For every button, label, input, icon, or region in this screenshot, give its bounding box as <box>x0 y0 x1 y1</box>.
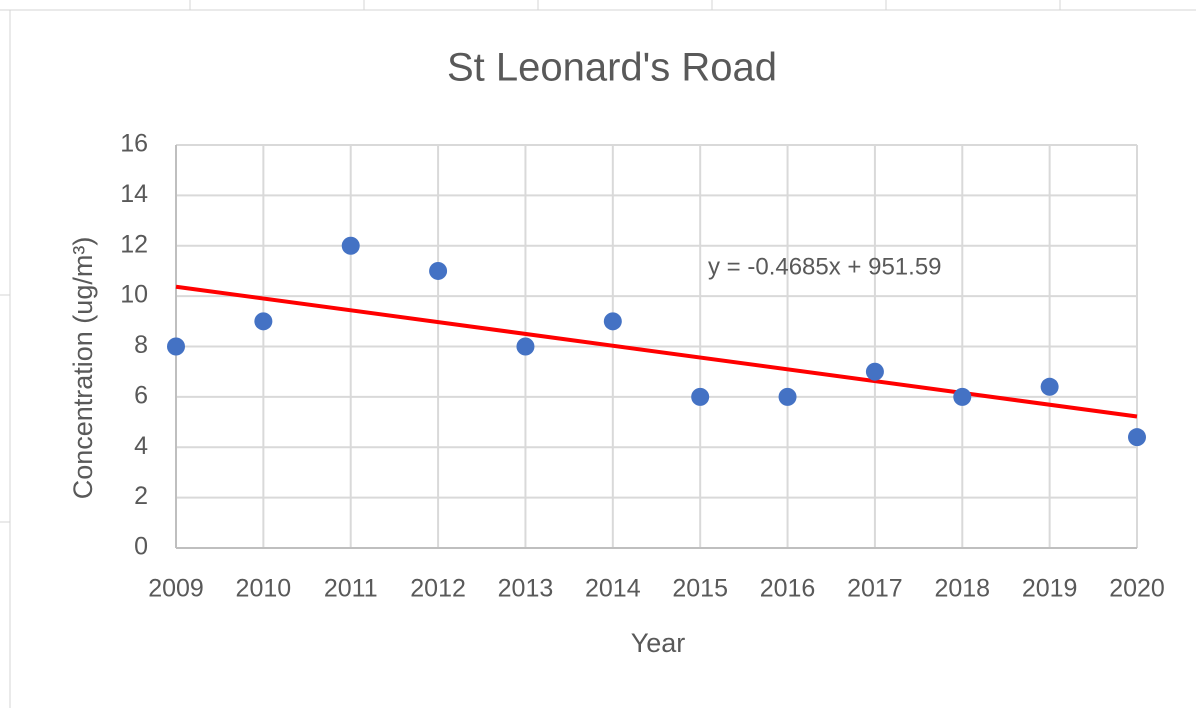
point <box>691 387 710 406</box>
x-tick-label: 2009 <box>148 575 204 603</box>
x-tick-label: 2017 <box>847 575 903 603</box>
x-tick-label: 2013 <box>498 575 554 603</box>
y-tick-label: 14 <box>120 180 148 208</box>
point <box>865 362 884 381</box>
x-tick-label: 2011 <box>324 575 378 603</box>
y-tick-label: 10 <box>120 281 148 309</box>
x-tick-label: 2015 <box>672 575 728 603</box>
y-tick-label: 0 <box>134 533 148 561</box>
y-axis-label: Concentration (ug/m³) <box>68 237 98 500</box>
point <box>167 337 185 356</box>
x-tick-label: 2012 <box>410 575 466 603</box>
point <box>778 387 797 406</box>
x-tick-label: 2019 <box>1022 575 1078 603</box>
y-tick-label: 2 <box>134 482 148 510</box>
y-tick-label: 6 <box>134 381 148 409</box>
x-axis-label: Year <box>631 628 686 658</box>
y-tick-label: 16 <box>120 130 148 158</box>
point <box>1040 377 1059 396</box>
x-tick-label: 2014 <box>585 575 641 603</box>
y-tick-label: 8 <box>134 331 148 359</box>
x-tick-label: 2016 <box>760 575 816 603</box>
chart-title: St Leonard's Road <box>447 46 777 90</box>
point <box>603 312 622 331</box>
y-tick-label: 12 <box>120 230 148 258</box>
x-tick-label: 2020 <box>1109 575 1165 603</box>
point <box>1128 428 1146 447</box>
trendline-label: y = -0.4685x + 951.59 <box>708 253 942 280</box>
x-tick-label: 2018 <box>934 575 990 603</box>
point <box>341 236 360 255</box>
point <box>953 387 972 406</box>
y-tick-label: 4 <box>134 432 148 460</box>
point <box>254 312 273 331</box>
trendline <box>175 284 1138 419</box>
x-tick-label: 2010 <box>236 575 292 603</box>
point <box>429 261 448 280</box>
point <box>516 337 535 356</box>
